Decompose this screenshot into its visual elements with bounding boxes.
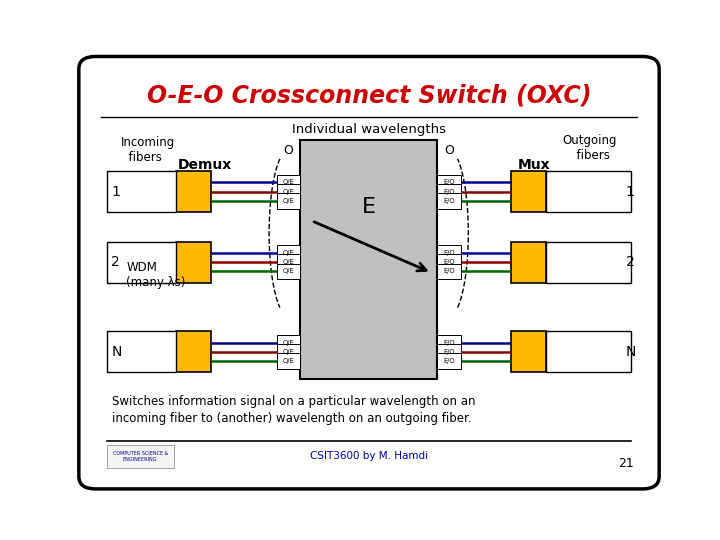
Text: E/O: E/O (443, 188, 454, 194)
Bar (107, 331, 176, 373)
FancyBboxPatch shape (79, 57, 660, 489)
Text: N: N (626, 345, 636, 359)
Bar (300, 140, 437, 379)
Text: O/E: O/E (283, 358, 294, 364)
Text: Switches information signal on a particular wavelength on an
incoming fiber to (: Switches information signal on a particu… (112, 395, 476, 425)
Bar (437, 254, 461, 270)
Bar (277, 254, 300, 270)
Text: Incoming
  fibers: Incoming fibers (121, 136, 175, 164)
Text: O/E: O/E (283, 349, 294, 355)
Text: O/E: O/E (283, 179, 294, 185)
Bar (176, 331, 211, 373)
Text: E/O: E/O (443, 268, 454, 274)
Bar (546, 331, 631, 373)
Bar (437, 264, 461, 279)
Text: O-E-O Crossconnect Switch (OXC): O-E-O Crossconnect Switch (OXC) (147, 84, 591, 108)
Text: Individual wavelengths: Individual wavelengths (292, 123, 446, 136)
Bar (437, 353, 461, 369)
Bar (277, 353, 300, 369)
Bar (437, 245, 461, 261)
Bar (176, 171, 211, 212)
Bar (277, 344, 300, 360)
Bar (437, 344, 461, 360)
Text: CSIT3600 by M. Hamdi: CSIT3600 by M. Hamdi (310, 451, 428, 461)
Bar (107, 171, 176, 212)
Bar (437, 174, 461, 191)
Text: E/O: E/O (443, 358, 454, 364)
Bar (277, 245, 300, 261)
Text: O: O (444, 144, 454, 157)
Text: E/O: E/O (443, 179, 454, 185)
Text: Outgoing
  fibers: Outgoing fibers (562, 134, 616, 162)
Bar (546, 171, 631, 212)
Bar (437, 193, 461, 208)
Text: E/O: E/O (443, 250, 454, 256)
Text: 1: 1 (111, 185, 120, 199)
Text: Mux: Mux (517, 158, 550, 172)
Text: O/E: O/E (283, 268, 294, 274)
Text: 2: 2 (111, 255, 120, 269)
Bar (511, 331, 546, 373)
Text: WDM
(many λs): WDM (many λs) (126, 261, 186, 289)
Text: O: O (284, 144, 294, 157)
Bar (277, 174, 300, 191)
Bar (107, 446, 174, 468)
Text: E/O: E/O (443, 198, 454, 204)
Text: 1: 1 (626, 185, 634, 199)
Text: O/E: O/E (283, 188, 294, 194)
Text: N: N (111, 345, 122, 359)
Text: E/O: E/O (443, 349, 454, 355)
Bar (511, 241, 546, 283)
Text: Demux: Demux (177, 158, 232, 172)
Text: COMPUTER SCIENCE &
ENGINEERING: COMPUTER SCIENCE & ENGINEERING (112, 451, 168, 462)
Bar (437, 184, 461, 199)
Bar (277, 335, 300, 350)
Bar (277, 193, 300, 208)
Bar (176, 241, 211, 283)
Text: O/E: O/E (283, 198, 294, 204)
Text: E/O: E/O (443, 259, 454, 265)
Text: O/E: O/E (283, 340, 294, 346)
Bar (511, 171, 546, 212)
Text: O/E: O/E (283, 250, 294, 256)
Text: O/E: O/E (283, 259, 294, 265)
Text: 2: 2 (626, 255, 634, 269)
Text: E/O: E/O (443, 340, 454, 346)
Bar (107, 241, 176, 283)
Text: E: E (361, 197, 376, 217)
Bar (277, 184, 300, 199)
Bar (546, 241, 631, 283)
Bar (277, 264, 300, 279)
Text: 21: 21 (618, 457, 634, 470)
Bar (437, 335, 461, 350)
